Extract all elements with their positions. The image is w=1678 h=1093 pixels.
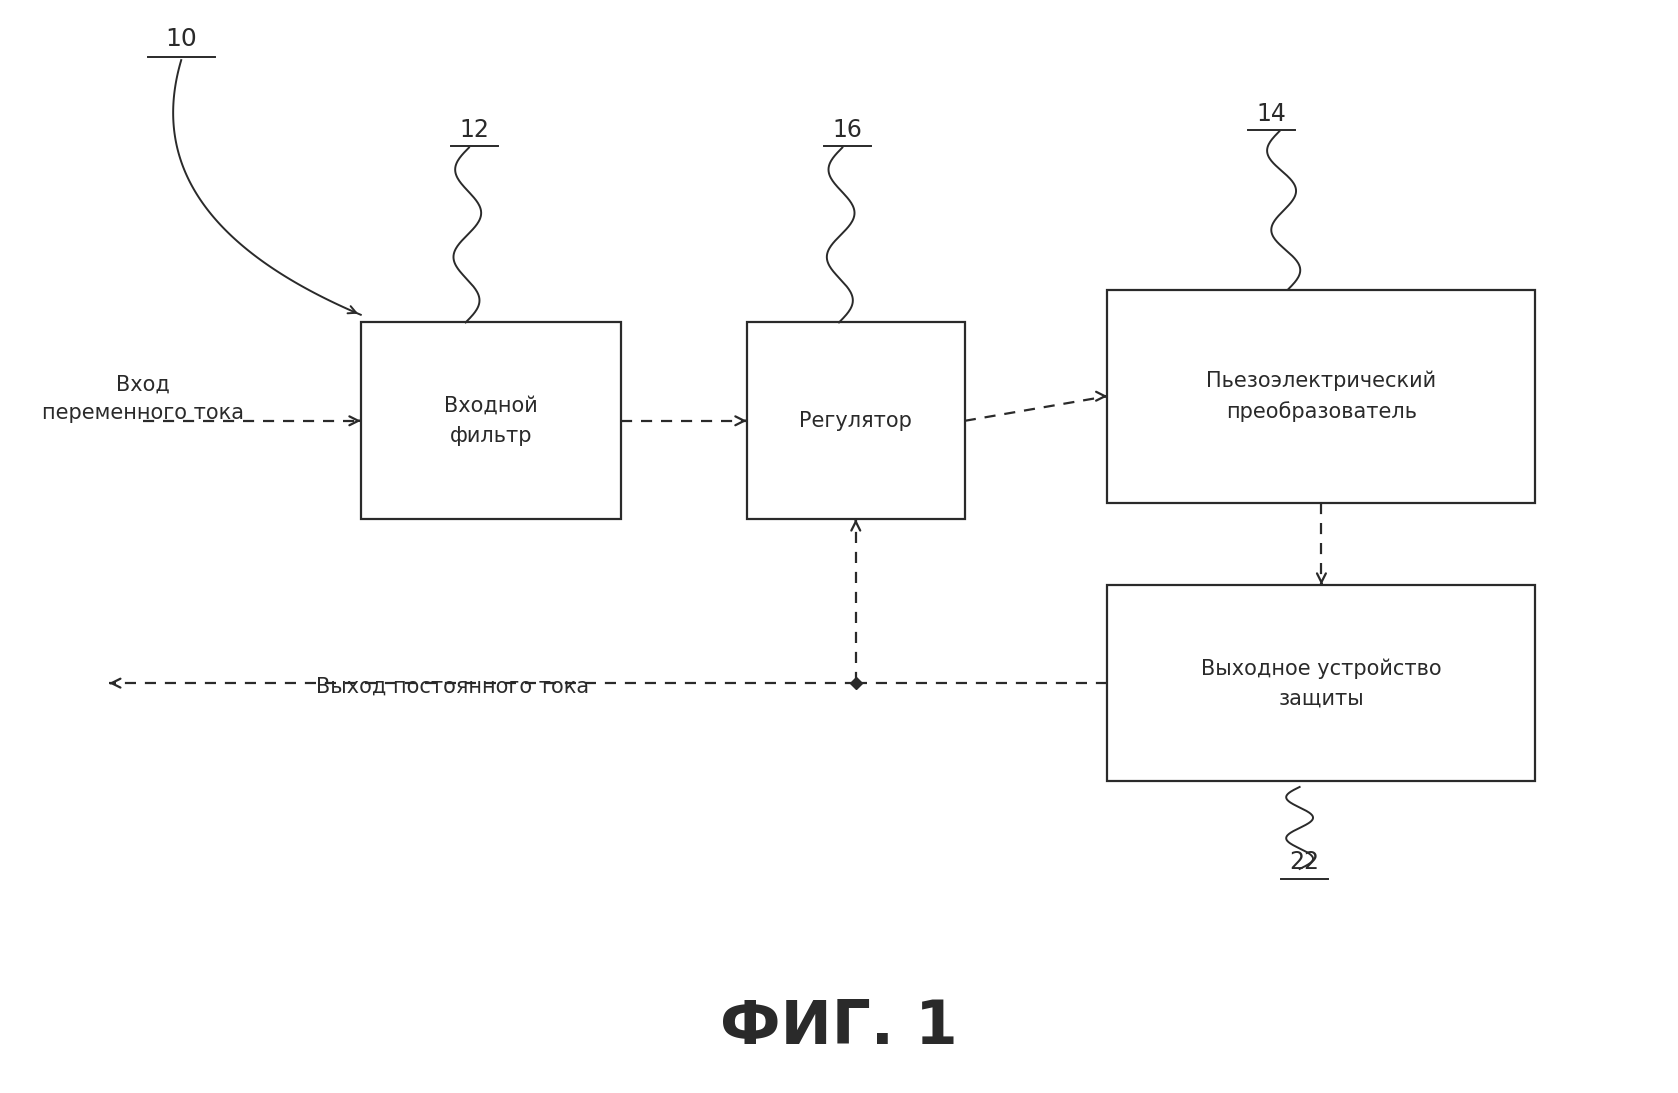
Text: Выход постоянного тока: Выход постоянного тока: [317, 677, 589, 696]
Text: Входной
фильтр: Входной фильтр: [445, 396, 537, 446]
Bar: [1107, 290, 1535, 503]
Bar: [1107, 585, 1535, 781]
Text: 10: 10: [166, 27, 196, 51]
Text: 12: 12: [460, 118, 488, 142]
Text: Пьезоэлектрический
преобразователь: Пьезоэлектрический преобразователь: [1206, 371, 1436, 422]
Text: Регулятор: Регулятор: [799, 411, 913, 431]
Text: 16: 16: [832, 118, 862, 142]
Text: Вход
переменного тока: Вход переменного тока: [42, 375, 243, 423]
Text: ФИГ. 1: ФИГ. 1: [720, 998, 958, 1057]
Bar: [361, 322, 621, 519]
Text: Выходное устройство
защиты: Выходное устройство защиты: [1201, 658, 1441, 708]
Bar: [747, 322, 965, 519]
Text: 14: 14: [1257, 102, 1285, 126]
Text: 22: 22: [1290, 850, 1319, 874]
